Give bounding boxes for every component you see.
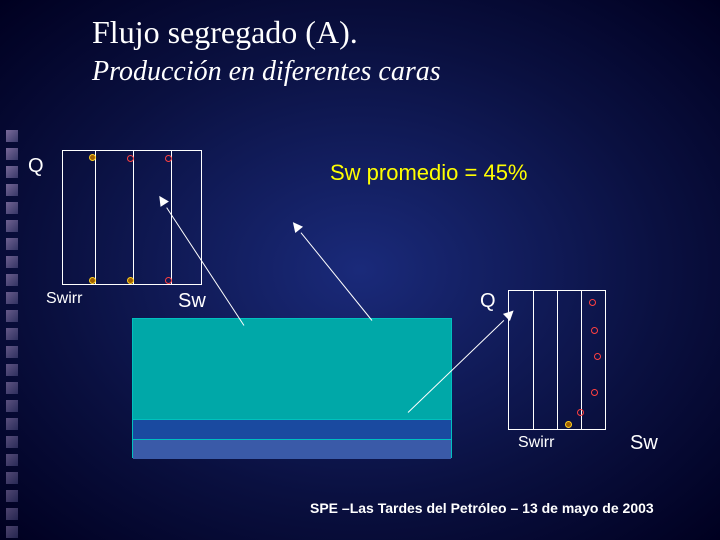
q-axis-label-left: Q bbox=[28, 155, 44, 178]
chart-right bbox=[508, 290, 606, 430]
swirr-label-right: Swirr bbox=[518, 434, 554, 452]
chart-left bbox=[62, 150, 202, 285]
bullet-decoration bbox=[6, 130, 18, 540]
sw-label-right: Sw bbox=[630, 432, 658, 455]
sw-label-left: Sw bbox=[178, 290, 206, 313]
slide-title: Flujo segregado (A). bbox=[92, 14, 358, 51]
footer-text: SPE –Las Tardes del Petróleo – 13 de may… bbox=[310, 500, 654, 516]
sw-promedio-label: Sw promedio = 45% bbox=[330, 160, 528, 186]
q-axis-label-right: Q bbox=[480, 290, 496, 313]
swirr-label-left: Swirr bbox=[46, 290, 82, 308]
reservoir-block bbox=[132, 318, 452, 458]
slide-subtitle: Producción en diferentes caras bbox=[92, 56, 441, 88]
